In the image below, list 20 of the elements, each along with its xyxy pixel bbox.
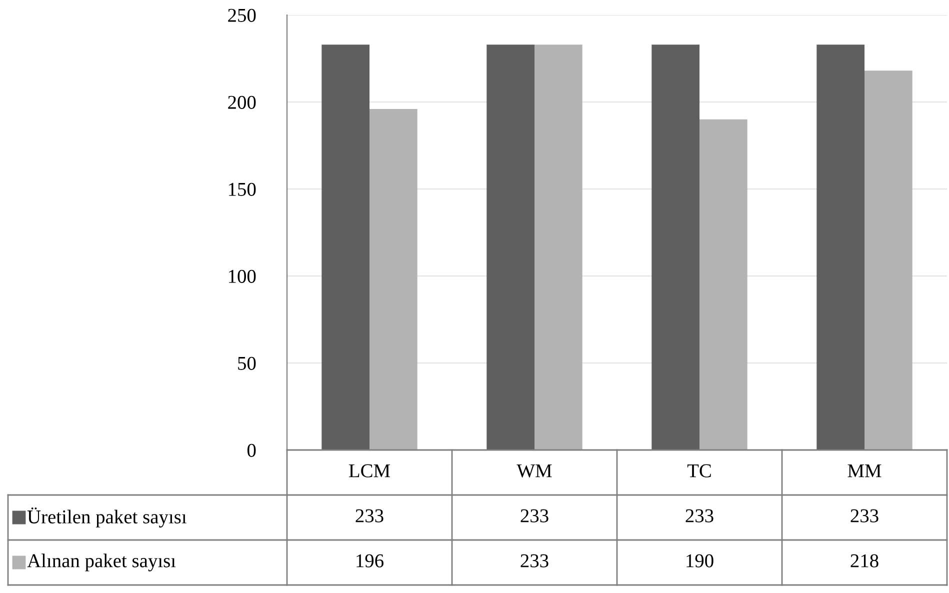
legend-label: Alınan paket sayısı [27,554,176,572]
y-tick-label: 0 [247,444,256,457]
data-label: 233 [686,509,714,522]
data-label: 233 [356,509,384,522]
x-tick-label: TC [687,464,711,478]
data-label: 218 [850,554,878,568]
legend-label: Üretilen paket sayısı [27,508,186,528]
y-tick-label: 200 [228,96,256,109]
x-tick-label: WM [516,464,552,478]
y-tick-label: 100 [228,270,256,283]
y-tick-label: 250 [228,8,256,22]
data-label: 196 [356,554,384,568]
data-label: 233 [850,509,878,522]
y-tick-label: 150 [228,182,256,196]
data-label: 233 [520,509,548,522]
x-tick-label: LCM [348,464,390,478]
y-tick-label: 50 [238,356,256,370]
data-label: 233 [520,554,548,568]
data-label: 190 [686,554,714,568]
x-tick-label: MM [848,464,882,478]
